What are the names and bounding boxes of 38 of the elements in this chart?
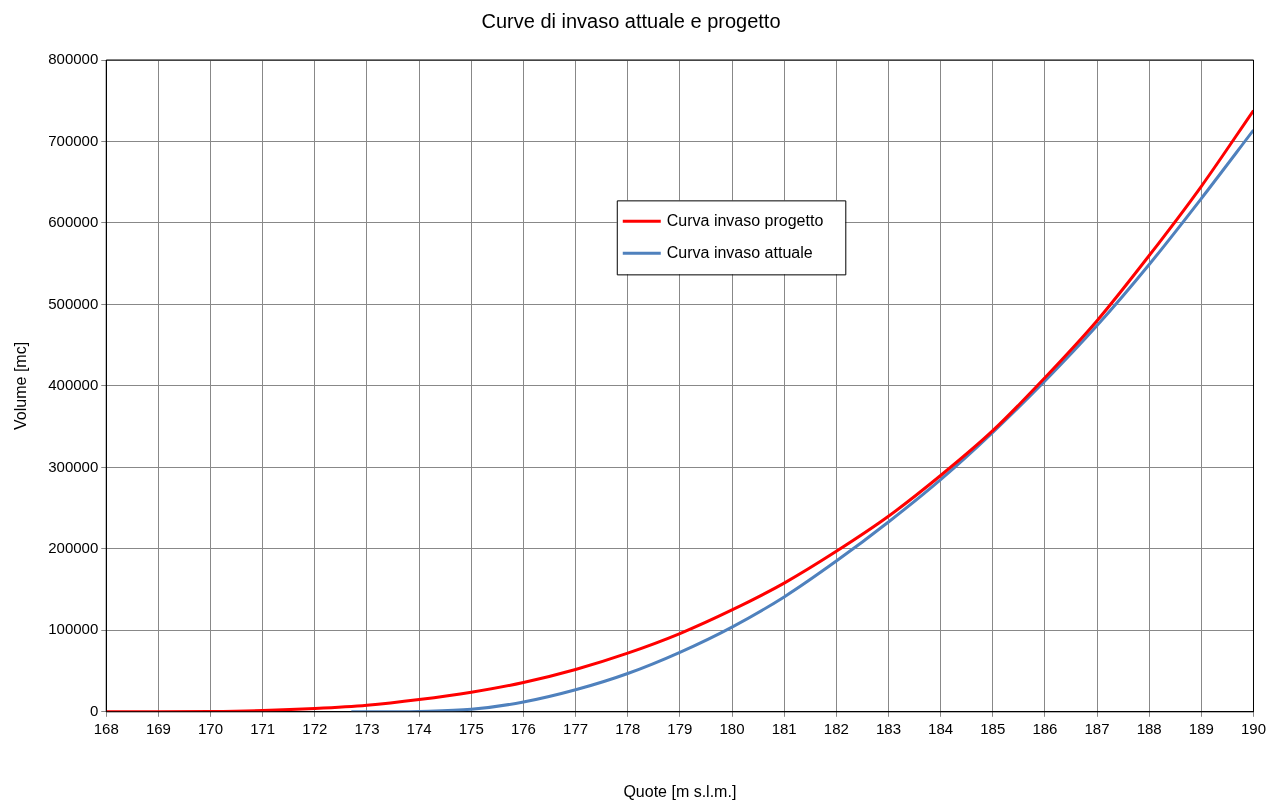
x-tick-label: 188	[1136, 719, 1162, 737]
y-axis-title: Volume [mc]	[12, 341, 30, 430]
x-tick-label: 183	[875, 719, 901, 737]
x-axis-title: Quote [m s.l.m.]	[623, 782, 737, 800]
x-tick-label: 184	[928, 719, 954, 737]
y-tick-label: 400000	[48, 376, 99, 394]
y-tick-label: 800000	[48, 50, 99, 68]
x-tick-label: 176	[510, 719, 536, 737]
legend-label: Curva invaso progetto	[666, 211, 824, 229]
y-tick-label: 300000	[48, 457, 99, 475]
y-tick-label: 200000	[48, 538, 99, 556]
x-tick-label: 181	[771, 719, 797, 737]
line-series	[349, 128, 1254, 712]
x-tick-label: 187	[1084, 719, 1110, 737]
x-tick-label: 180	[719, 719, 745, 737]
x-tick-label: 168	[93, 719, 119, 737]
x-tick-label: 186	[1032, 719, 1058, 737]
y-tick-label: 100000	[48, 620, 99, 638]
x-tick-label: 179	[667, 719, 693, 737]
legend-label: Curva invaso attuale	[666, 243, 813, 261]
x-tick-label: 171	[250, 719, 276, 737]
x-tick-label: 177	[563, 719, 589, 737]
x-tick-label: 190	[1240, 719, 1266, 737]
chart-title: Curve di invaso attuale e progetto	[481, 9, 781, 32]
y-tick-label: 600000	[48, 213, 99, 231]
x-tick-label: 175	[458, 719, 484, 737]
x-tick-label: 189	[1188, 719, 1214, 737]
x-tick-label: 178	[615, 719, 641, 737]
x-tick-label: 170	[198, 719, 224, 737]
x-tick-label: 182	[823, 719, 849, 737]
x-tick-label: 169	[145, 719, 171, 737]
x-tick-label: 173	[354, 719, 380, 737]
y-tick-label: 500000	[48, 294, 99, 312]
y-tick-label: 700000	[48, 131, 99, 149]
x-tick-label: 185	[980, 719, 1006, 737]
y-tick-label: 0	[89, 701, 99, 719]
x-tick-label: 174	[406, 719, 432, 737]
x-tick-label: 172	[302, 719, 328, 737]
